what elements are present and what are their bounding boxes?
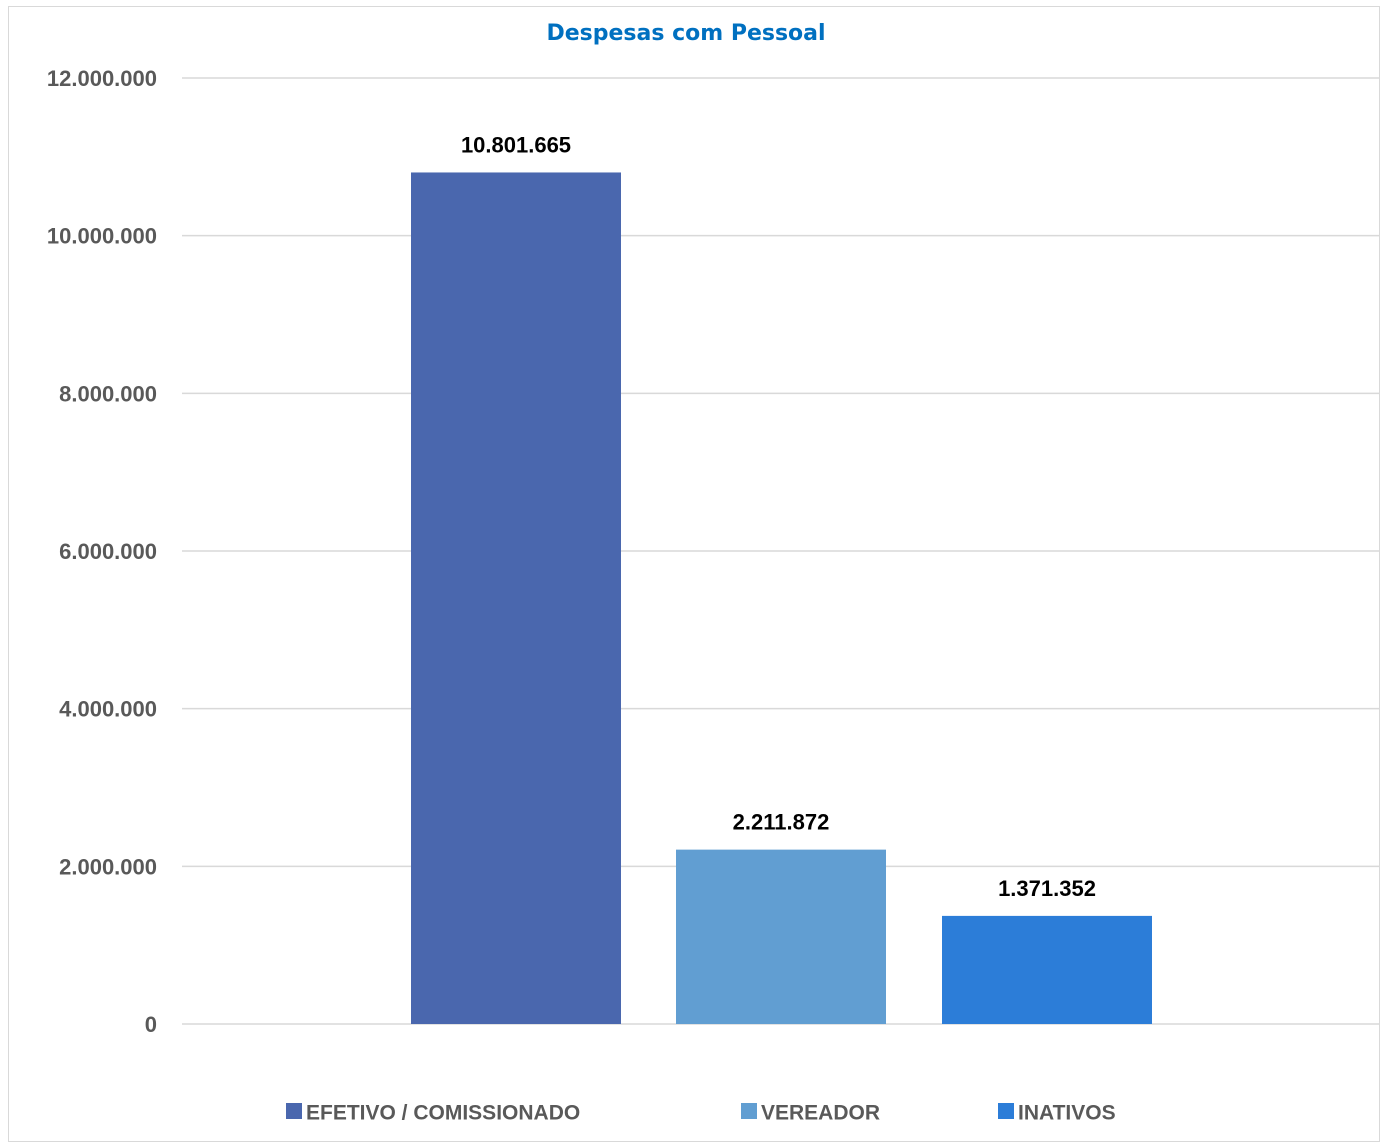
y-tick-label: 10.000.000	[47, 224, 157, 249]
chart-title: Despesas com Pessoal	[546, 21, 825, 46]
bar-1	[411, 172, 621, 1024]
y-tick-label: 2.000.000	[59, 854, 157, 879]
data-labels: 10.801.665 2.211.872 1.371.352	[461, 132, 1096, 900]
legend-label-1: EFETIVO / COMISSIONADO	[306, 1102, 580, 1125]
legend-swatch-1	[286, 1103, 302, 1119]
y-tick-label: 6.000.000	[59, 539, 157, 564]
y-tick-label: 8.000.000	[59, 381, 157, 406]
bar-2	[676, 849, 886, 1024]
y-tick-label: 12.000.000	[47, 66, 157, 91]
bar-layer	[411, 172, 1152, 1024]
legend-swatch-3	[998, 1103, 1014, 1119]
data-label-2: 2.211.872	[733, 810, 830, 835]
data-label-3: 1.371.352	[998, 876, 1096, 901]
bar-3	[942, 915, 1152, 1024]
grid-layer	[182, 77, 1380, 1025]
y-tick-label: 0	[145, 1012, 157, 1037]
legend-label-2: VEREADOR	[761, 1102, 880, 1125]
legend-swatch-2	[741, 1103, 757, 1119]
legend-label-3: INATIVOS	[1018, 1102, 1116, 1125]
y-tick-label: 4.000.000	[59, 697, 157, 722]
legend: EFETIVO / COMISSIONADO VEREADOR INATIVOS	[286, 1102, 1116, 1125]
data-label-1: 10.801.665	[461, 132, 571, 157]
y-axis-ticks: 0 2.000.000 4.000.000 6.000.000 8.000.000 10.…	[47, 66, 157, 1037]
